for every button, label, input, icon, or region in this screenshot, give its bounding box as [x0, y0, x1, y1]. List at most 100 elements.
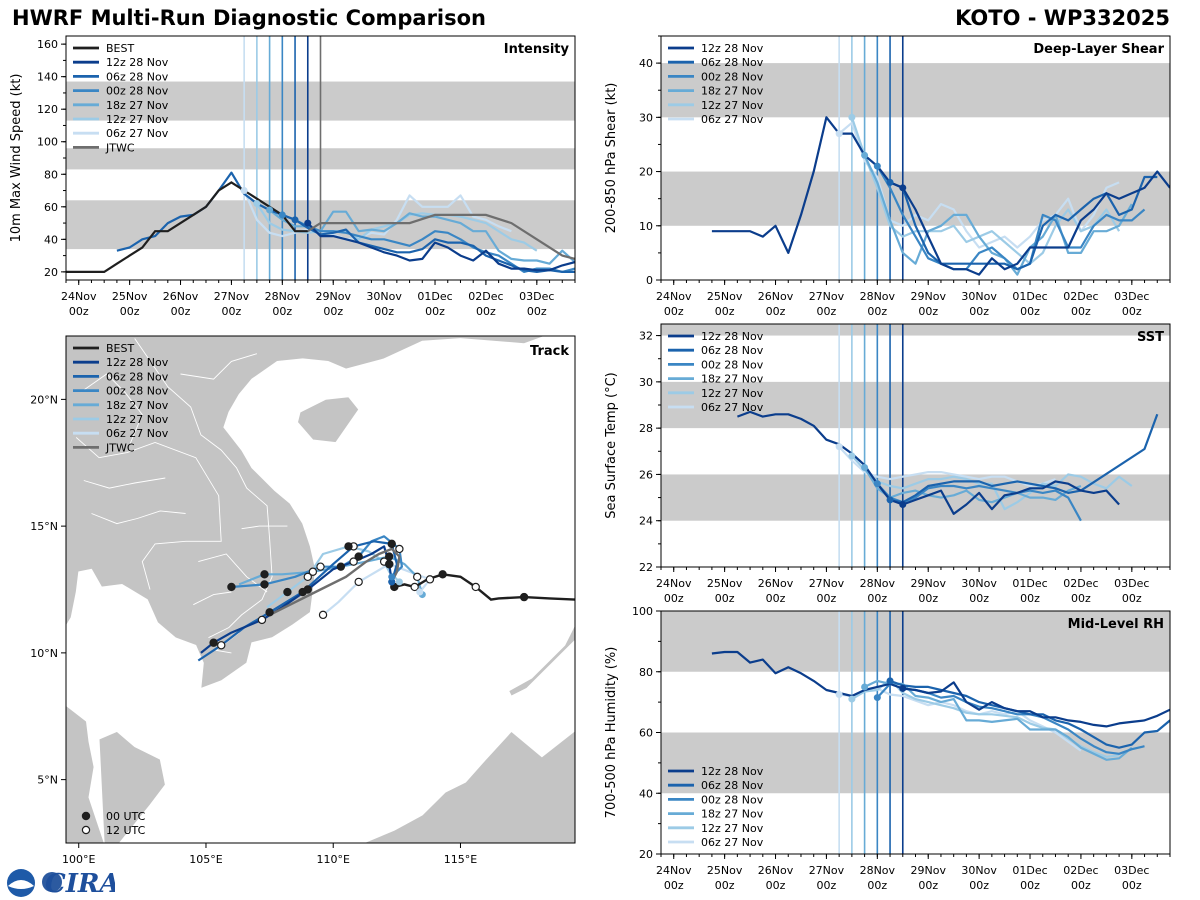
- shear-ytick-label-1: 10: [639, 220, 653, 233]
- intensity-init-point-0: [304, 219, 312, 227]
- shear-init-point-3: [861, 151, 869, 159]
- shear-xtick-label2-1: 00z: [715, 305, 735, 318]
- track-best-marker-0: [519, 592, 529, 602]
- sst-legend-label-5: 06z 27 Nov: [701, 401, 764, 414]
- sst-legend-label-4: 12z 27 Nov: [701, 387, 764, 400]
- sst-ytick-label-5: 32: [639, 330, 653, 343]
- rh-xtick-label-3: 27Nov: [809, 864, 845, 877]
- track-run-marker-4-3: [283, 587, 292, 597]
- intensity-ytick-label-4: 100: [37, 136, 58, 149]
- intensity-jtwc-line: [307, 213, 575, 260]
- track-xtick-label-0: 100°E: [62, 853, 95, 866]
- sst-run-line-0: [737, 410, 1120, 515]
- province-border-7: [193, 591, 232, 606]
- palawan-island: [508, 624, 575, 697]
- intensity-init-point-1: [291, 216, 299, 224]
- shear-init-point-2: [873, 162, 881, 170]
- sst-xtick-label-0: 24Nov: [656, 577, 692, 590]
- sst-legend-label-1: 06z 28 Nov: [701, 344, 764, 357]
- sst-ylabel: Sea Surface Temp (°C): [604, 372, 619, 519]
- rh-plot-area: [661, 611, 1170, 854]
- borneo-landmass: [363, 730, 575, 843]
- rh-init-point-1: [886, 677, 894, 685]
- sst-init-point-1: [886, 496, 894, 504]
- track-init-point-4: [395, 578, 403, 586]
- track-init-point-1: [388, 578, 396, 586]
- sst-run-line-3: [863, 466, 1082, 504]
- sst-xtick-label2-8: 00z: [1071, 592, 1091, 605]
- shear-init-point-4: [848, 113, 856, 121]
- shear-legend-label-4: 12z 27 Nov: [701, 99, 764, 112]
- track-legend-label-3: 00z 28 Nov: [106, 385, 169, 398]
- province-border-0: [134, 338, 273, 639]
- shear-panel: 0 10 20 30 40 24Nov 00z 25Nov 00z 26Nov 00z 27Nov 00…: [604, 35, 1171, 318]
- intensity-legend-label-5: 12z 27 Nov: [106, 113, 169, 126]
- sst-init-point-2: [873, 480, 881, 488]
- shear-legend-label-0: 12z 28 Nov: [701, 42, 764, 55]
- intensity-xtick-label-5: 29Nov: [315, 290, 351, 303]
- shear-xtick-label2-0: 00z: [664, 305, 684, 318]
- sst-run-line-4: [851, 455, 1133, 511]
- intensity-ytick-label-6: 140: [37, 71, 58, 84]
- intensity-xtick-label2-6: 00z: [374, 305, 394, 318]
- shear-xtick-label-8: 02Dec: [1063, 290, 1098, 303]
- shear-ylabel: 200-850 hPa Shear (kt): [604, 83, 619, 234]
- intensity-legend-label-7: JTWC: [105, 141, 135, 154]
- track-jtwc-line: [269, 547, 401, 616]
- intensity-legend-label-2: 06z 28 Nov: [106, 70, 169, 83]
- track-frame: [65, 335, 576, 844]
- rh-ytick-label-0: 20: [639, 848, 653, 861]
- shear-xtick-label-2: 26Nov: [758, 290, 794, 303]
- rh-xtick-label2-0: 00z: [664, 879, 684, 892]
- track-run-marker-2-1: [354, 552, 363, 561]
- intensity-legend-label-0: BEST: [106, 42, 134, 55]
- track-init-point-5: [416, 588, 424, 596]
- intensity-ylabel: 10m Max Wind Speed (kt): [9, 74, 24, 243]
- track-best-marker-2: [438, 570, 447, 579]
- track-run-marker-0-4: [209, 638, 218, 647]
- sst-ytick-label-3: 28: [639, 422, 653, 435]
- rh-xtick-label2-9: 00z: [1122, 879, 1142, 892]
- rh-xtick-label2-1: 00z: [715, 879, 735, 892]
- intensity-xtick-label2-3: 00z: [222, 305, 242, 318]
- shear-legend-label-1: 06z 28 Nov: [701, 56, 764, 69]
- intensity-init-point-5: [240, 187, 248, 195]
- shear-legend-label-3: 18z 27 Nov: [701, 85, 764, 98]
- track-xtick-label-1: 105°E: [189, 853, 222, 866]
- sst-xtick-label2-1: 00z: [715, 592, 735, 605]
- track-marker-legend-symbol-0: [81, 811, 91, 821]
- shear-xtick-label2-7: 00z: [1020, 305, 1040, 318]
- sst-xtick-label-7: 01Dec: [1012, 577, 1047, 590]
- sst-legend-label-3: 18z 27 Nov: [701, 373, 764, 386]
- shear-legend-label-5: 06z 27 Nov: [701, 113, 764, 126]
- rh-xtick-label2-4: 00z: [867, 879, 887, 892]
- intensity-ytick-label-0: 20: [44, 266, 58, 279]
- luzon-edge: [578, 488, 586, 539]
- rh-legend-label-0: 12z 28 Nov: [701, 765, 764, 778]
- rh-legend-label-2: 00z 28 Nov: [701, 793, 764, 806]
- rh-band-0: [661, 732, 1170, 794]
- intensity-xtick-label-4: 28Nov: [265, 290, 301, 303]
- sst-band-1: [661, 381, 1170, 429]
- logo-text: CIRA: [45, 869, 115, 898]
- track-run-marker-5-0: [425, 575, 435, 584]
- malay-peninsula: [66, 705, 105, 843]
- intensity-xtick-label-8: 02Dec: [468, 290, 503, 303]
- sst-xtick-label-6: 30Nov: [961, 577, 997, 590]
- track-run-marker-5-3: [318, 610, 328, 620]
- track-run-marker-3-3: [308, 567, 318, 576]
- shear-init-point-0: [899, 184, 907, 192]
- sst-xtick-label-9: 03Dec: [1114, 577, 1149, 590]
- sst-init-point-3: [861, 463, 869, 471]
- rh-init-point-5: [835, 691, 843, 699]
- rh-ytick-label-3: 80: [639, 666, 653, 679]
- rh-xtick-label-4: 28Nov: [860, 864, 896, 877]
- track-run-marker-3-0: [413, 572, 422, 582]
- cira-globe-icon: [42, 872, 62, 892]
- intensity-plot-area: [66, 36, 575, 280]
- shear-xtick-label2-3: 00z: [817, 305, 837, 318]
- track-run-marker-2-0: [395, 544, 404, 554]
- sst-xtick-label2-5: 00z: [918, 592, 938, 605]
- track-ytick-label-0: 5°N: [37, 774, 58, 787]
- rh-xtick-label2-7: 00z: [1020, 879, 1040, 892]
